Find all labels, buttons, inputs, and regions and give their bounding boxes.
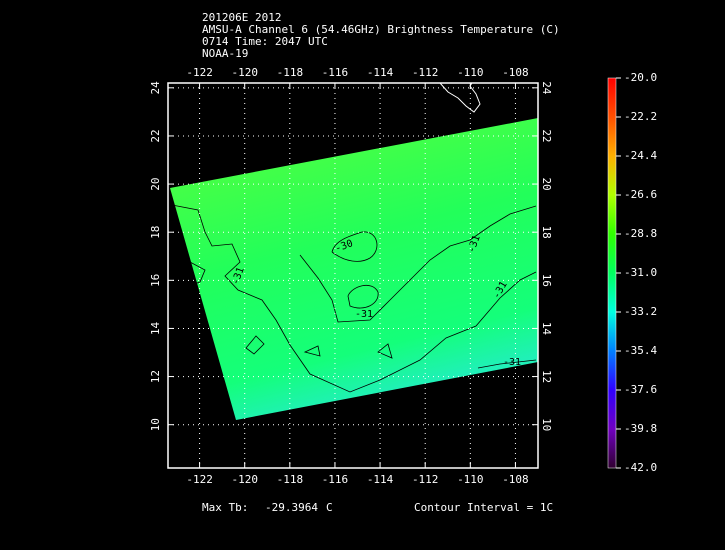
- max-unit: C: [326, 501, 333, 514]
- x-tick-label: -112: [412, 66, 439, 79]
- y-tick-label: 18: [149, 226, 162, 239]
- y-tick-label: 22: [540, 129, 553, 142]
- x-tick-label: -122: [186, 473, 213, 486]
- x-tick-label: -118: [277, 66, 304, 79]
- x-tick-label: -118: [277, 473, 304, 486]
- y-tick-label: 24: [540, 81, 553, 95]
- x-tick-label: -120: [231, 473, 258, 486]
- y-tick-label: 16: [540, 274, 553, 287]
- contour-line: [169, 257, 206, 291]
- contour-label: -31: [355, 309, 373, 320]
- colorbar-tick-label: -37.6: [624, 383, 657, 396]
- y-tick-label: 16: [149, 274, 162, 287]
- colorbar: [607, 77, 617, 469]
- colorbar-tick-label: -42.0: [624, 461, 657, 474]
- colorbar-tick-label: -39.8: [624, 422, 657, 435]
- x-tick-label: -108: [502, 473, 529, 486]
- x-tick-label: -108: [502, 66, 529, 79]
- colorbar-tick-label: -20.0: [624, 71, 657, 84]
- header-line: 201206E 2012: [202, 11, 281, 24]
- contour-interval: Contour Interval = 1C: [414, 501, 553, 514]
- colorbar-tick-label: -22.2: [624, 110, 657, 123]
- x-tick-label: -120: [231, 66, 258, 79]
- y-tick-label: 12: [149, 370, 162, 383]
- x-tick-label: -116: [322, 473, 349, 486]
- contour-line: [171, 204, 537, 393]
- colorbar-tick-label: -24.4: [624, 149, 657, 162]
- contour-label: -31: [503, 357, 521, 368]
- x-tick-label: -110: [457, 66, 484, 79]
- max-label: Max Tb:: [202, 501, 248, 514]
- swath: [170, 118, 538, 420]
- y-tick-label: 10: [540, 418, 553, 431]
- x-tick-label: -112: [412, 473, 439, 486]
- y-tick-label: 24: [149, 81, 162, 95]
- colorbar-tick-label: -33.2: [624, 305, 657, 318]
- contour-line: [245, 335, 537, 369]
- colorbar-tick-label: -35.4: [624, 344, 657, 357]
- header-line: AMSU-A Channel 6 (54.46GHz) Brightness T…: [202, 23, 560, 36]
- colorbar-tick-label: -31.0: [624, 266, 657, 279]
- x-tick-label: -110: [457, 473, 484, 486]
- y-tick-label: 22: [149, 129, 162, 142]
- y-tick-label: 10: [149, 418, 162, 431]
- x-tick-label: -114: [367, 473, 394, 486]
- y-tick-label: 14: [540, 322, 553, 336]
- coastline: [439, 83, 481, 113]
- y-tick-label: 20: [149, 177, 162, 190]
- x-tick-label: -122: [186, 66, 213, 79]
- colorbar-tick-label: -26.6: [624, 188, 657, 201]
- y-tick-label: 12: [540, 370, 553, 383]
- map-content: [169, 83, 538, 420]
- header-line: NOAA-19: [202, 47, 248, 60]
- contour-line: [299, 205, 537, 323]
- map-frame: [167, 82, 539, 469]
- y-tick-label: 20: [540, 177, 553, 190]
- footer: Max Tb: -29.3964 C Contour Interval = 1C: [202, 501, 553, 514]
- contour-line: [331, 231, 378, 262]
- x-tick-label: -114: [367, 66, 394, 79]
- x-tick-label: -116: [322, 66, 349, 79]
- max-value: -29.3964: [265, 501, 318, 514]
- y-tick-label: 14: [149, 321, 162, 335]
- header-line: 0714 Time: 2047 UTC: [202, 35, 328, 48]
- header: 201206E 2012 AMSU-A Channel 6 (54.46GHz)…: [202, 11, 560, 60]
- contour-line: [347, 284, 379, 309]
- colorbar-tick-label: -28.8: [624, 227, 657, 240]
- y-tick-label: 18: [540, 226, 553, 239]
